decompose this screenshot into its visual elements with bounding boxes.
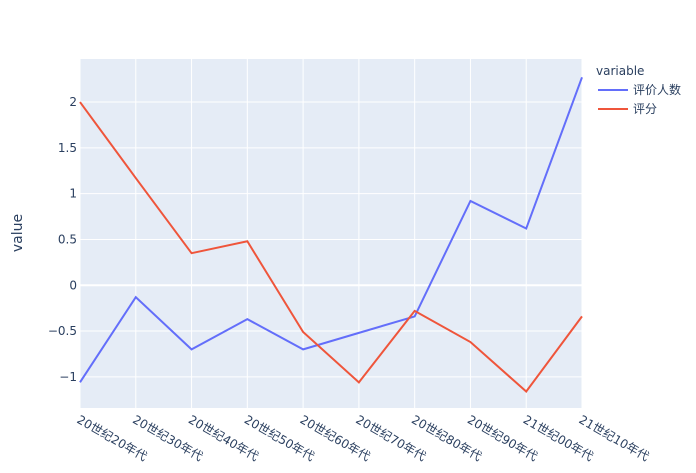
legend-label: 评分 (633, 102, 657, 116)
line (79, 76, 583, 383)
y-tick-label: −0.5 (48, 324, 77, 338)
y-tick-label: 0.5 (58, 232, 77, 246)
y-tick-label: 1.5 (58, 141, 77, 155)
y-tick-label: 0 (69, 278, 77, 292)
y-tick-label: −1 (59, 370, 77, 384)
y-axis-title: value (10, 214, 26, 252)
y-tick-label: 2 (69, 95, 77, 109)
line (79, 101, 583, 393)
y-tick-label: 1 (69, 187, 77, 201)
legend-title: variable (596, 64, 644, 78)
legend-label: 评价人数 (633, 82, 681, 97)
plot-area (80, 59, 582, 408)
